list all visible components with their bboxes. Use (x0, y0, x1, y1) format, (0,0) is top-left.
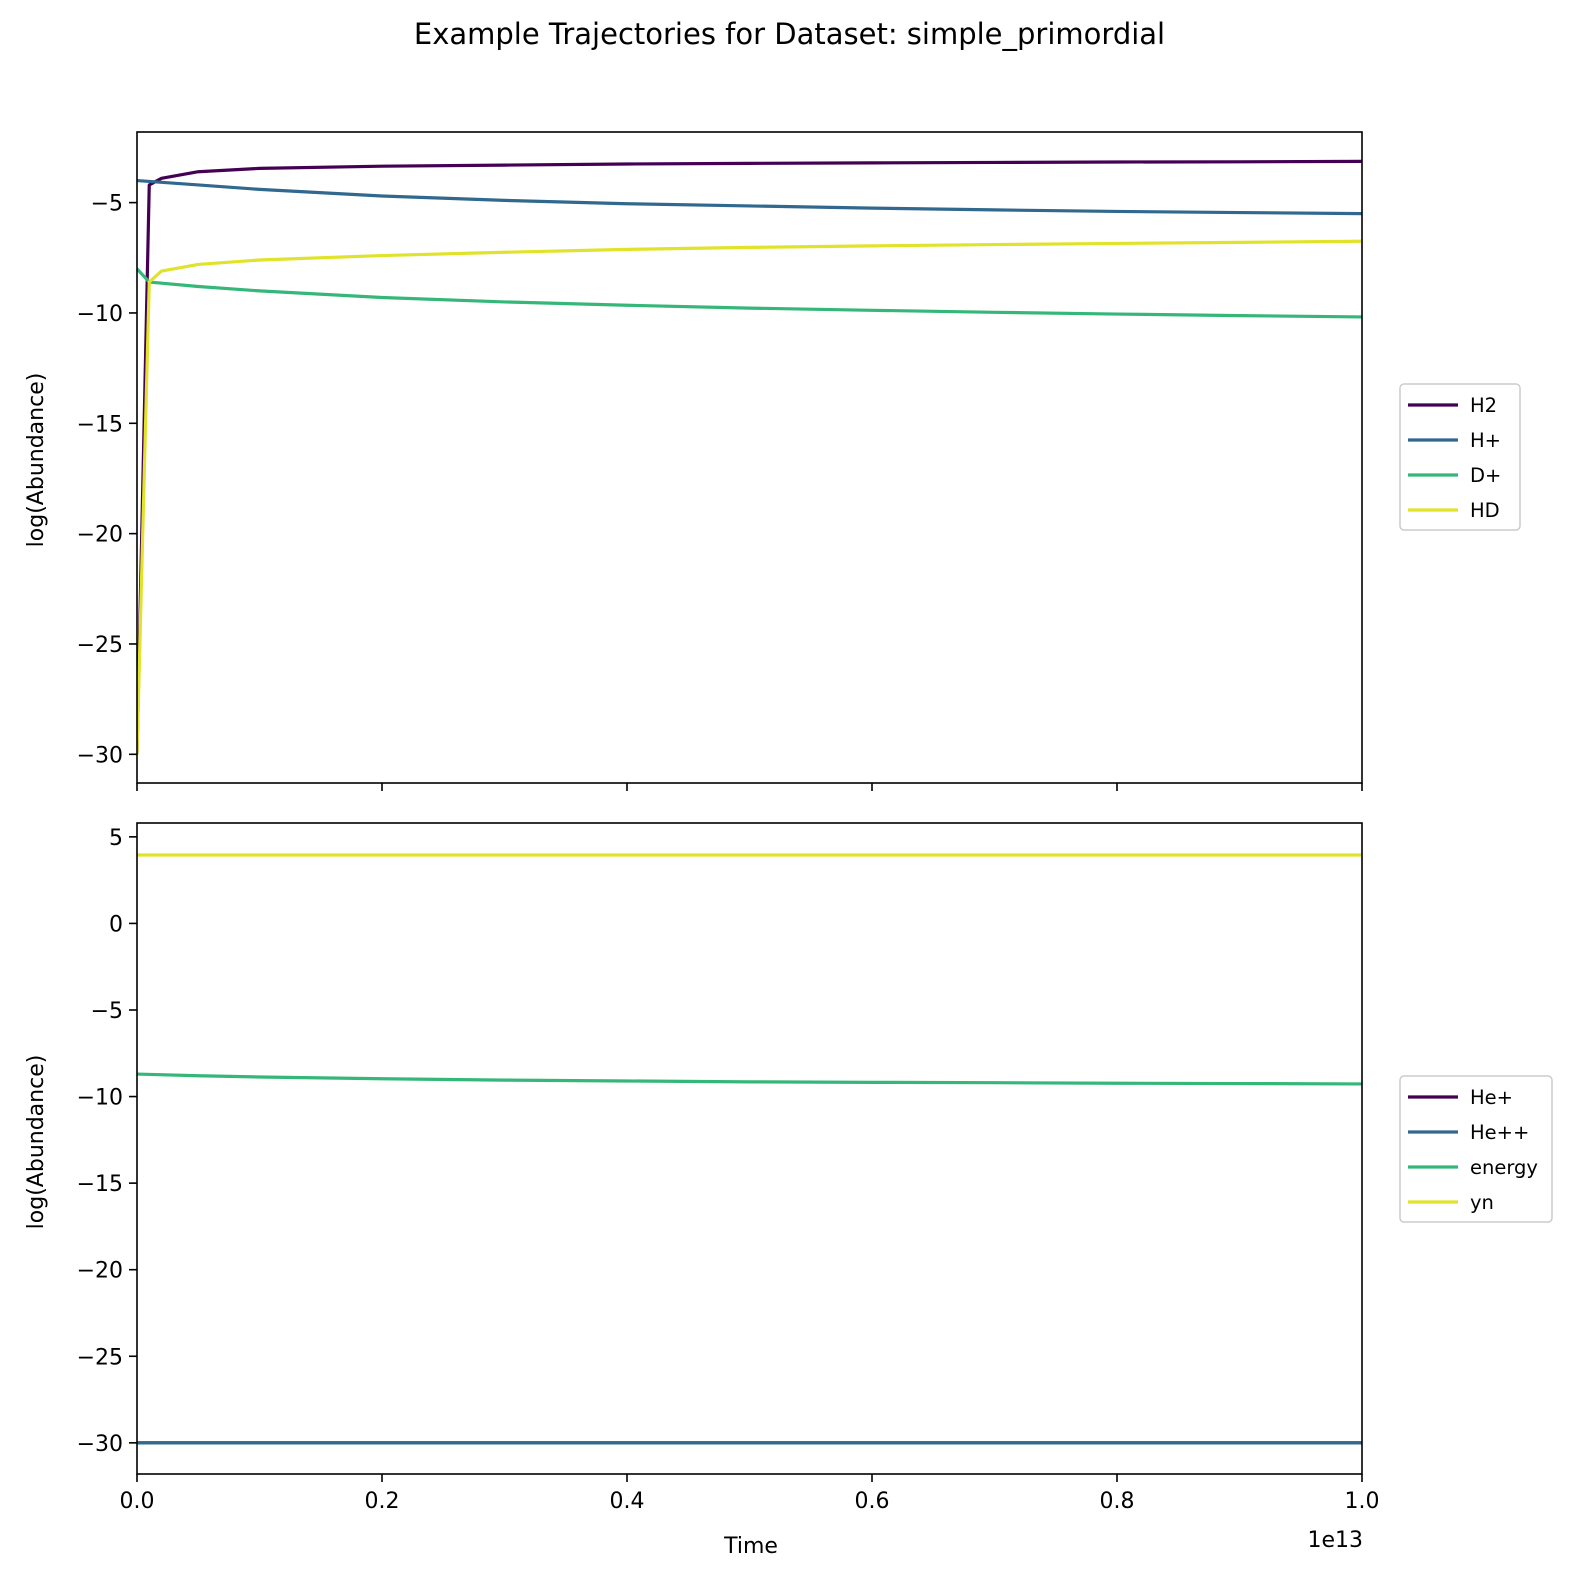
y-tick-label: −10 (77, 302, 123, 327)
x-offset-label: 1e13 (1307, 1528, 1363, 1553)
bottom-legend: He+ He++ energy yn (1399, 1075, 1553, 1223)
series-line-dplus (137, 267, 1362, 319)
x-axis-label: Time (723, 1534, 778, 1559)
figure-title: Example Trajectories for Dataset: simple… (414, 17, 1165, 51)
series-line-h2 (137, 159, 1362, 755)
top-plot-lines (137, 159, 1362, 755)
y-tick-label: −15 (77, 1172, 123, 1197)
y-tick-label: −20 (77, 523, 123, 548)
axes-frame (136, 822, 1363, 1475)
y-tick-label: −5 (91, 192, 123, 217)
bottom-ylabel: log(Abundance) (24, 1055, 49, 1230)
legend-box (1399, 383, 1521, 531)
legend-label: yn (1470, 1191, 1494, 1214)
y-tick-label: −30 (77, 1432, 123, 1457)
legend-box (1399, 1075, 1553, 1223)
x-tick-label: 0.4 (610, 1489, 645, 1514)
y-tick-label: −10 (77, 1086, 123, 1111)
legend-label: HD (1470, 499, 1500, 522)
y-tick-label: −25 (77, 1345, 123, 1370)
y-tick-label: −30 (77, 743, 123, 768)
bottom-plot-lines (137, 853, 1362, 1445)
legend-label: He+ (1470, 1086, 1513, 1109)
top-panel: log(Abundance) −30−25−20−15−10−5 H2H+D+H… (24, 131, 1521, 791)
x-tick-label: 0.6 (855, 1489, 890, 1514)
series-line-hd (137, 239, 1362, 755)
series-line-energy (137, 1072, 1362, 1086)
top-legend: H2 H+ D+ HD (1399, 383, 1521, 531)
x-tick-label: 0.8 (1100, 1489, 1135, 1514)
bottom-axes: −30 −25 −20 −15 −10 −5 0 5 0.0 0.2 0.4 0.6 0.8 1.0 (77, 822, 1380, 1514)
x-tick-label: 0.0 (120, 1489, 155, 1514)
legend-label: He++ (1470, 1121, 1529, 1144)
legend-label: H+ (1470, 429, 1501, 452)
top-axes: −30 −25 −20 −15 −10 −5 (77, 131, 1363, 791)
y-tick-label: 0 (109, 912, 123, 937)
axes-frame (136, 131, 1363, 784)
series-line-hplus (137, 178, 1362, 216)
bottom-panel: log(Abundance) −30 −25 −20 −15 −10 −5 0 5 0.0 0.2… (24, 822, 1553, 1514)
legend-label: D+ (1470, 464, 1501, 487)
y-tick-label: −15 (77, 412, 123, 437)
y-tick-label: −25 (77, 633, 123, 658)
top-ylabel: log(Abundance) (24, 373, 49, 548)
y-tick-label: −20 (77, 1259, 123, 1284)
x-tick-label: 1.0 (1345, 1489, 1380, 1514)
y-tick-label: −5 (91, 999, 123, 1024)
legend-label: energy (1470, 1156, 1538, 1179)
y-tick-label: 5 (109, 826, 123, 851)
x-tick-label: 0.2 (365, 1489, 400, 1514)
legend-label: H2 (1470, 394, 1497, 417)
